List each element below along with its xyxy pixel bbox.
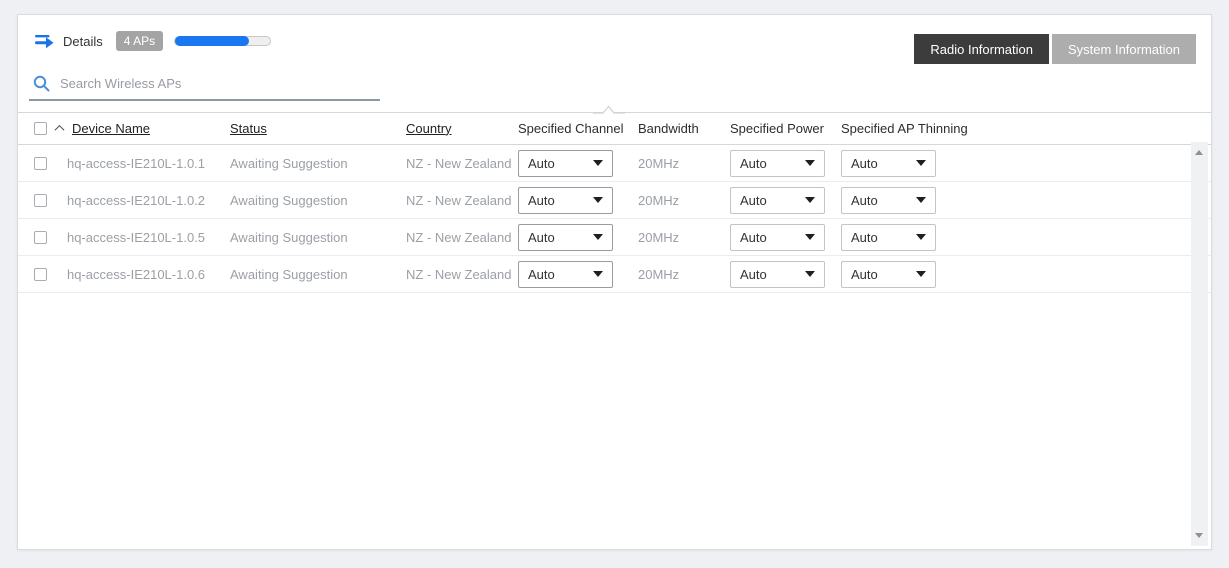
device-name-cell: hq-access-IE210L-1.0.6 <box>67 266 206 282</box>
specified-power-value: Auto <box>740 155 767 171</box>
column-header-country[interactable]: Country <box>406 120 452 136</box>
bandwidth-cell: 20MHz <box>638 229 680 245</box>
specified-channel-select[interactable]: Auto <box>518 149 613 177</box>
bandwidth-cell: 20MHz <box>638 192 680 208</box>
specified-ap-thinning-select[interactable]: Auto <box>841 223 936 251</box>
specified-ap-thinning-select[interactable]: Auto <box>841 260 936 288</box>
chevron-down-icon <box>593 271 603 277</box>
toolbar: Details 4 APs Radio Information System I… <box>18 15 1211 71</box>
select-all-checkbox[interactable] <box>34 122 47 135</box>
specified-channel-select[interactable]: Auto <box>518 260 613 288</box>
table-row: hq-access-IE210L-1.0.6 Awaiting Suggesti… <box>18 256 1211 293</box>
chevron-down-icon <box>916 197 926 203</box>
chevron-down-icon <box>593 234 603 240</box>
row-checkbox[interactable] <box>34 156 47 170</box>
specified-channel-value: Auto <box>528 192 555 208</box>
country-cell: NZ - New Zealand <box>406 192 512 208</box>
radio-information-button[interactable]: Radio Information <box>914 34 1049 64</box>
column-header-specified-channel: Specified Channel <box>518 120 624 136</box>
status-cell: Awaiting Suggestion <box>230 192 348 208</box>
country-cell: NZ - New Zealand <box>406 155 512 171</box>
status-cell: Awaiting Suggestion <box>230 229 348 245</box>
ap-table: Device Name Status Country Specified Cha… <box>18 105 1211 293</box>
table-row: hq-access-IE210L-1.0.2 Awaiting Suggesti… <box>18 182 1211 219</box>
specified-channel-value: Auto <box>528 155 555 171</box>
device-name-cell: hq-access-IE210L-1.0.5 <box>67 229 206 245</box>
table-row: hq-access-IE210L-1.0.1 Awaiting Suggesti… <box>18 145 1211 182</box>
specified-ap-thinning-value: Auto <box>851 229 878 245</box>
details-label: Details <box>63 33 103 49</box>
specified-power-select[interactable]: Auto <box>730 260 825 288</box>
progress-bar <box>174 36 272 46</box>
specified-power-select[interactable]: Auto <box>730 186 825 214</box>
chevron-down-icon <box>805 160 815 166</box>
chevron-down-icon <box>593 197 603 203</box>
scroll-up-icon[interactable] <box>1195 150 1203 155</box>
status-cell: Awaiting Suggestion <box>230 155 348 171</box>
sort-ascending-icon[interactable] <box>54 124 65 135</box>
specified-ap-thinning-select[interactable]: Auto <box>841 149 936 177</box>
chevron-down-icon <box>805 234 815 240</box>
specified-power-select[interactable]: Auto <box>730 149 825 177</box>
column-header-status[interactable]: Status <box>230 120 267 136</box>
specified-ap-thinning-value: Auto <box>851 266 878 282</box>
chevron-down-icon <box>805 197 815 203</box>
specified-ap-thinning-select[interactable]: Auto <box>841 186 936 214</box>
chevron-down-icon <box>593 160 603 166</box>
bandwidth-cell: 20MHz <box>638 266 680 282</box>
specified-power-value: Auto <box>740 192 767 208</box>
device-name-cell: hq-access-IE210L-1.0.2 <box>67 192 206 208</box>
column-divider-notch[interactable] <box>593 105 625 114</box>
chevron-down-icon <box>916 234 926 240</box>
specified-power-value: Auto <box>740 266 767 282</box>
search-field <box>29 73 380 101</box>
specified-channel-value: Auto <box>528 266 555 282</box>
column-header-specified-power: Specified Power <box>730 120 824 136</box>
specified-power-value: Auto <box>740 229 767 245</box>
scroll-down-icon[interactable] <box>1195 533 1203 538</box>
table-row: hq-access-IE210L-1.0.5 Awaiting Suggesti… <box>18 219 1211 256</box>
chevron-down-icon <box>916 160 926 166</box>
row-checkbox[interactable] <box>34 230 47 244</box>
specified-ap-thinning-value: Auto <box>851 155 878 171</box>
country-cell: NZ - New Zealand <box>406 266 512 282</box>
search-input[interactable] <box>60 76 350 91</box>
specified-channel-select[interactable]: Auto <box>518 223 613 251</box>
specified-ap-thinning-value: Auto <box>851 192 878 208</box>
radio-information-panel: Details 4 APs Radio Information System I… <box>17 14 1212 550</box>
details-panel-toggle-icon[interactable] <box>34 33 56 49</box>
specified-channel-value: Auto <box>528 229 555 245</box>
row-checkbox[interactable] <box>34 193 47 207</box>
system-information-button[interactable]: System Information <box>1052 34 1196 64</box>
ap-count-badge: 4 APs <box>115 31 164 51</box>
column-header-bandwidth: Bandwidth <box>638 120 699 136</box>
search-icon <box>33 75 50 92</box>
column-header-specified-ap-thinning: Specified AP Thinning <box>841 120 968 136</box>
table-header-row: Device Name Status Country Specified Cha… <box>18 105 1211 145</box>
row-checkbox[interactable] <box>34 267 47 281</box>
progress-fill <box>175 36 250 46</box>
country-cell: NZ - New Zealand <box>406 229 512 245</box>
device-name-cell: hq-access-IE210L-1.0.1 <box>67 155 206 171</box>
status-cell: Awaiting Suggestion <box>230 266 348 282</box>
specified-power-select[interactable]: Auto <box>730 223 825 251</box>
specified-channel-select[interactable]: Auto <box>518 186 613 214</box>
vertical-scrollbar[interactable] <box>1191 142 1208 546</box>
column-header-device-name[interactable]: Device Name <box>72 121 151 136</box>
bandwidth-cell: 20MHz <box>638 155 680 171</box>
chevron-down-icon <box>916 271 926 277</box>
chevron-down-icon <box>805 271 815 277</box>
